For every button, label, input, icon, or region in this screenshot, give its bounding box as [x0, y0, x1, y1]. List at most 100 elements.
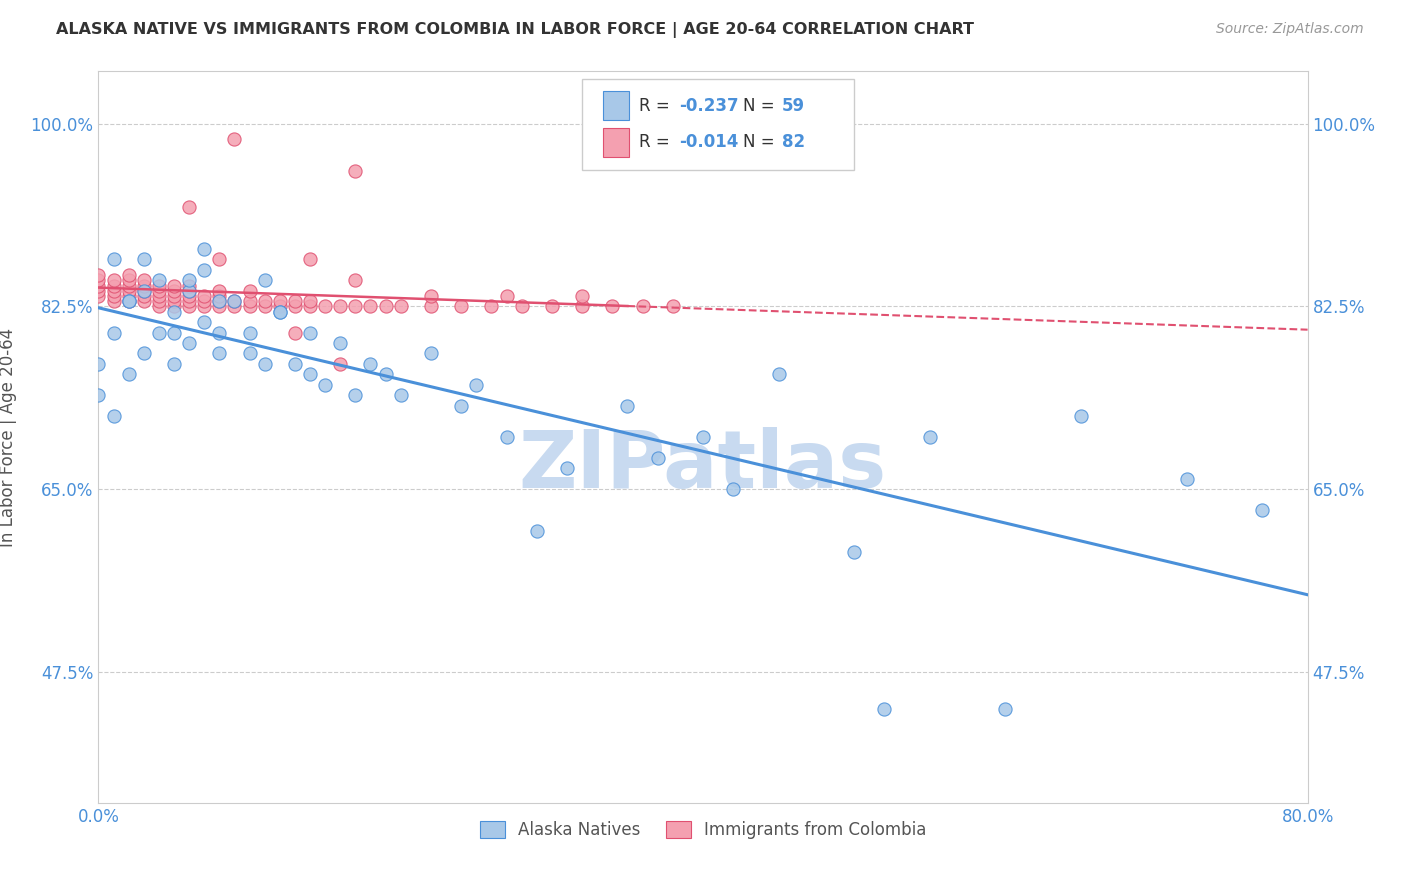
Point: [329, 357, 352, 371]
Point: [148, 289, 170, 303]
Point: [526, 524, 548, 538]
Point: [495, 430, 517, 444]
Point: [193, 242, 215, 256]
Point: [571, 300, 593, 314]
Point: [208, 346, 231, 360]
Point: [284, 294, 307, 309]
Point: [87, 284, 110, 298]
Text: ALASKA NATIVE VS IMMIGRANTS FROM COLOMBIA IN LABOR FORCE | AGE 20-64 CORRELATION: ALASKA NATIVE VS IMMIGRANTS FROM COLOMBI…: [56, 22, 974, 38]
Point: [148, 300, 170, 314]
Point: [87, 268, 110, 282]
Point: [118, 273, 141, 287]
Point: [510, 300, 533, 314]
Point: [389, 300, 412, 314]
Legend: Alaska Natives, Immigrants from Colombia: Alaska Natives, Immigrants from Colombia: [474, 814, 932, 846]
Point: [103, 284, 125, 298]
Point: [193, 300, 215, 314]
Point: [87, 289, 110, 303]
Point: [179, 200, 201, 214]
Point: [208, 294, 231, 309]
Point: [571, 289, 593, 303]
Point: [87, 273, 110, 287]
Point: [344, 163, 367, 178]
Point: [450, 300, 472, 314]
Text: 59: 59: [782, 96, 804, 115]
Point: [284, 357, 307, 371]
Point: [389, 388, 412, 402]
Point: [540, 300, 562, 314]
Point: [1070, 409, 1092, 424]
Text: N =: N =: [742, 133, 780, 152]
Point: [465, 377, 488, 392]
Point: [163, 278, 186, 293]
Point: [224, 294, 246, 309]
Point: [103, 294, 125, 309]
Point: [132, 273, 155, 287]
Point: [179, 300, 201, 314]
Point: [253, 300, 276, 314]
Point: [132, 294, 155, 309]
Point: [224, 294, 246, 309]
Point: [299, 326, 322, 340]
Point: [299, 252, 322, 267]
Point: [193, 263, 215, 277]
Point: [132, 252, 155, 267]
Point: [163, 294, 186, 309]
Point: [87, 388, 110, 402]
Point: [163, 357, 186, 371]
Point: [148, 284, 170, 298]
Point: [118, 289, 141, 303]
Point: [631, 300, 654, 314]
Point: [163, 289, 186, 303]
Point: [87, 357, 110, 371]
Point: [103, 278, 125, 293]
Point: [132, 289, 155, 303]
Point: [314, 300, 336, 314]
Point: [844, 545, 866, 559]
Point: [873, 702, 896, 716]
Point: [269, 304, 291, 318]
Point: [692, 430, 714, 444]
Point: [193, 294, 215, 309]
Point: [450, 399, 472, 413]
Point: [148, 326, 170, 340]
Point: [420, 289, 443, 303]
Point: [208, 294, 231, 309]
Point: [344, 273, 367, 287]
Point: [163, 326, 186, 340]
Point: [329, 336, 352, 351]
Point: [208, 284, 231, 298]
Point: [269, 294, 291, 309]
Point: [253, 357, 276, 371]
Point: [602, 300, 624, 314]
Point: [163, 304, 186, 318]
Point: [299, 300, 322, 314]
Point: [481, 300, 503, 314]
Point: [118, 294, 141, 309]
FancyBboxPatch shape: [582, 78, 855, 170]
FancyBboxPatch shape: [603, 91, 630, 120]
Text: R =: R =: [638, 96, 675, 115]
Point: [647, 450, 669, 465]
Point: [179, 278, 201, 293]
Point: [179, 336, 201, 351]
Point: [179, 294, 201, 309]
Point: [918, 430, 941, 444]
Point: [239, 346, 262, 360]
Point: [269, 304, 291, 318]
Point: [224, 300, 246, 314]
Point: [253, 273, 276, 287]
Point: [103, 409, 125, 424]
Point: [314, 377, 336, 392]
Point: [420, 300, 443, 314]
Point: [420, 346, 443, 360]
Text: R =: R =: [638, 133, 675, 152]
Text: ZIPatlas: ZIPatlas: [519, 427, 887, 506]
Point: [179, 284, 201, 298]
Point: [132, 278, 155, 293]
Point: [661, 300, 683, 314]
Point: [132, 284, 155, 298]
Point: [118, 284, 141, 298]
Point: [723, 483, 745, 497]
Point: [253, 294, 276, 309]
